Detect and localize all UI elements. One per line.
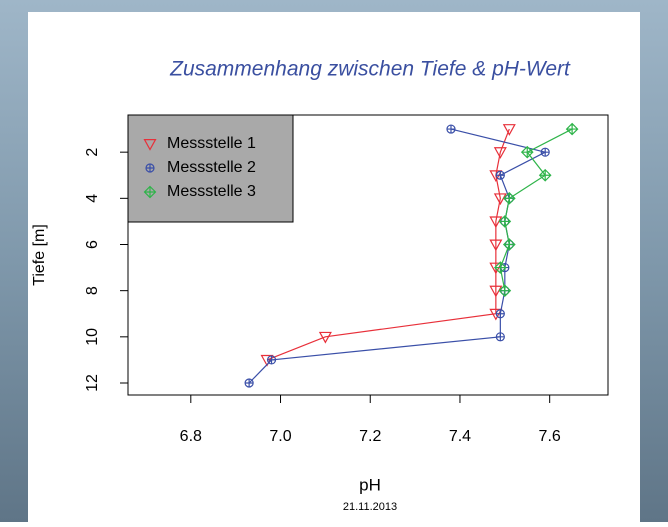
legend-label: Messstelle 3 bbox=[167, 183, 256, 200]
x-tick-label: 7.4 bbox=[449, 428, 471, 445]
x-axis-label: pH bbox=[359, 475, 381, 494]
point bbox=[245, 379, 253, 387]
legend-label: Messstelle 1 bbox=[167, 135, 256, 152]
x-tick-label: 7.0 bbox=[269, 428, 291, 445]
y-tick-label: 10 bbox=[84, 328, 101, 346]
y-axis-label: Tiefe [m] bbox=[31, 224, 48, 286]
point bbox=[541, 148, 549, 156]
point bbox=[268, 356, 276, 364]
point bbox=[496, 171, 504, 179]
legend-marker bbox=[146, 164, 154, 172]
legend-label: Messstelle 2 bbox=[167, 159, 256, 176]
point bbox=[496, 310, 504, 318]
footer: 21.11.2013 bbox=[343, 501, 397, 513]
chart-title: Zusammenhang zwischen Tiefe & pH-Wert bbox=[169, 58, 571, 81]
point bbox=[496, 333, 504, 341]
x-tick-label: 7.2 bbox=[359, 428, 381, 445]
y-tick-label: 8 bbox=[84, 286, 101, 295]
y-tick-label: 4 bbox=[84, 194, 101, 203]
y-tick-label: 6 bbox=[84, 240, 101, 249]
panel bbox=[28, 12, 640, 522]
x-tick-label: 7.6 bbox=[539, 428, 561, 445]
y-tick-label: 12 bbox=[84, 374, 101, 392]
chart: Zusammenhang zwischen Tiefe & pH-Wert pH… bbox=[0, 0, 668, 522]
y-tick-label: 2 bbox=[84, 148, 101, 157]
point bbox=[447, 125, 455, 133]
x-tick-label: 6.8 bbox=[180, 428, 202, 445]
